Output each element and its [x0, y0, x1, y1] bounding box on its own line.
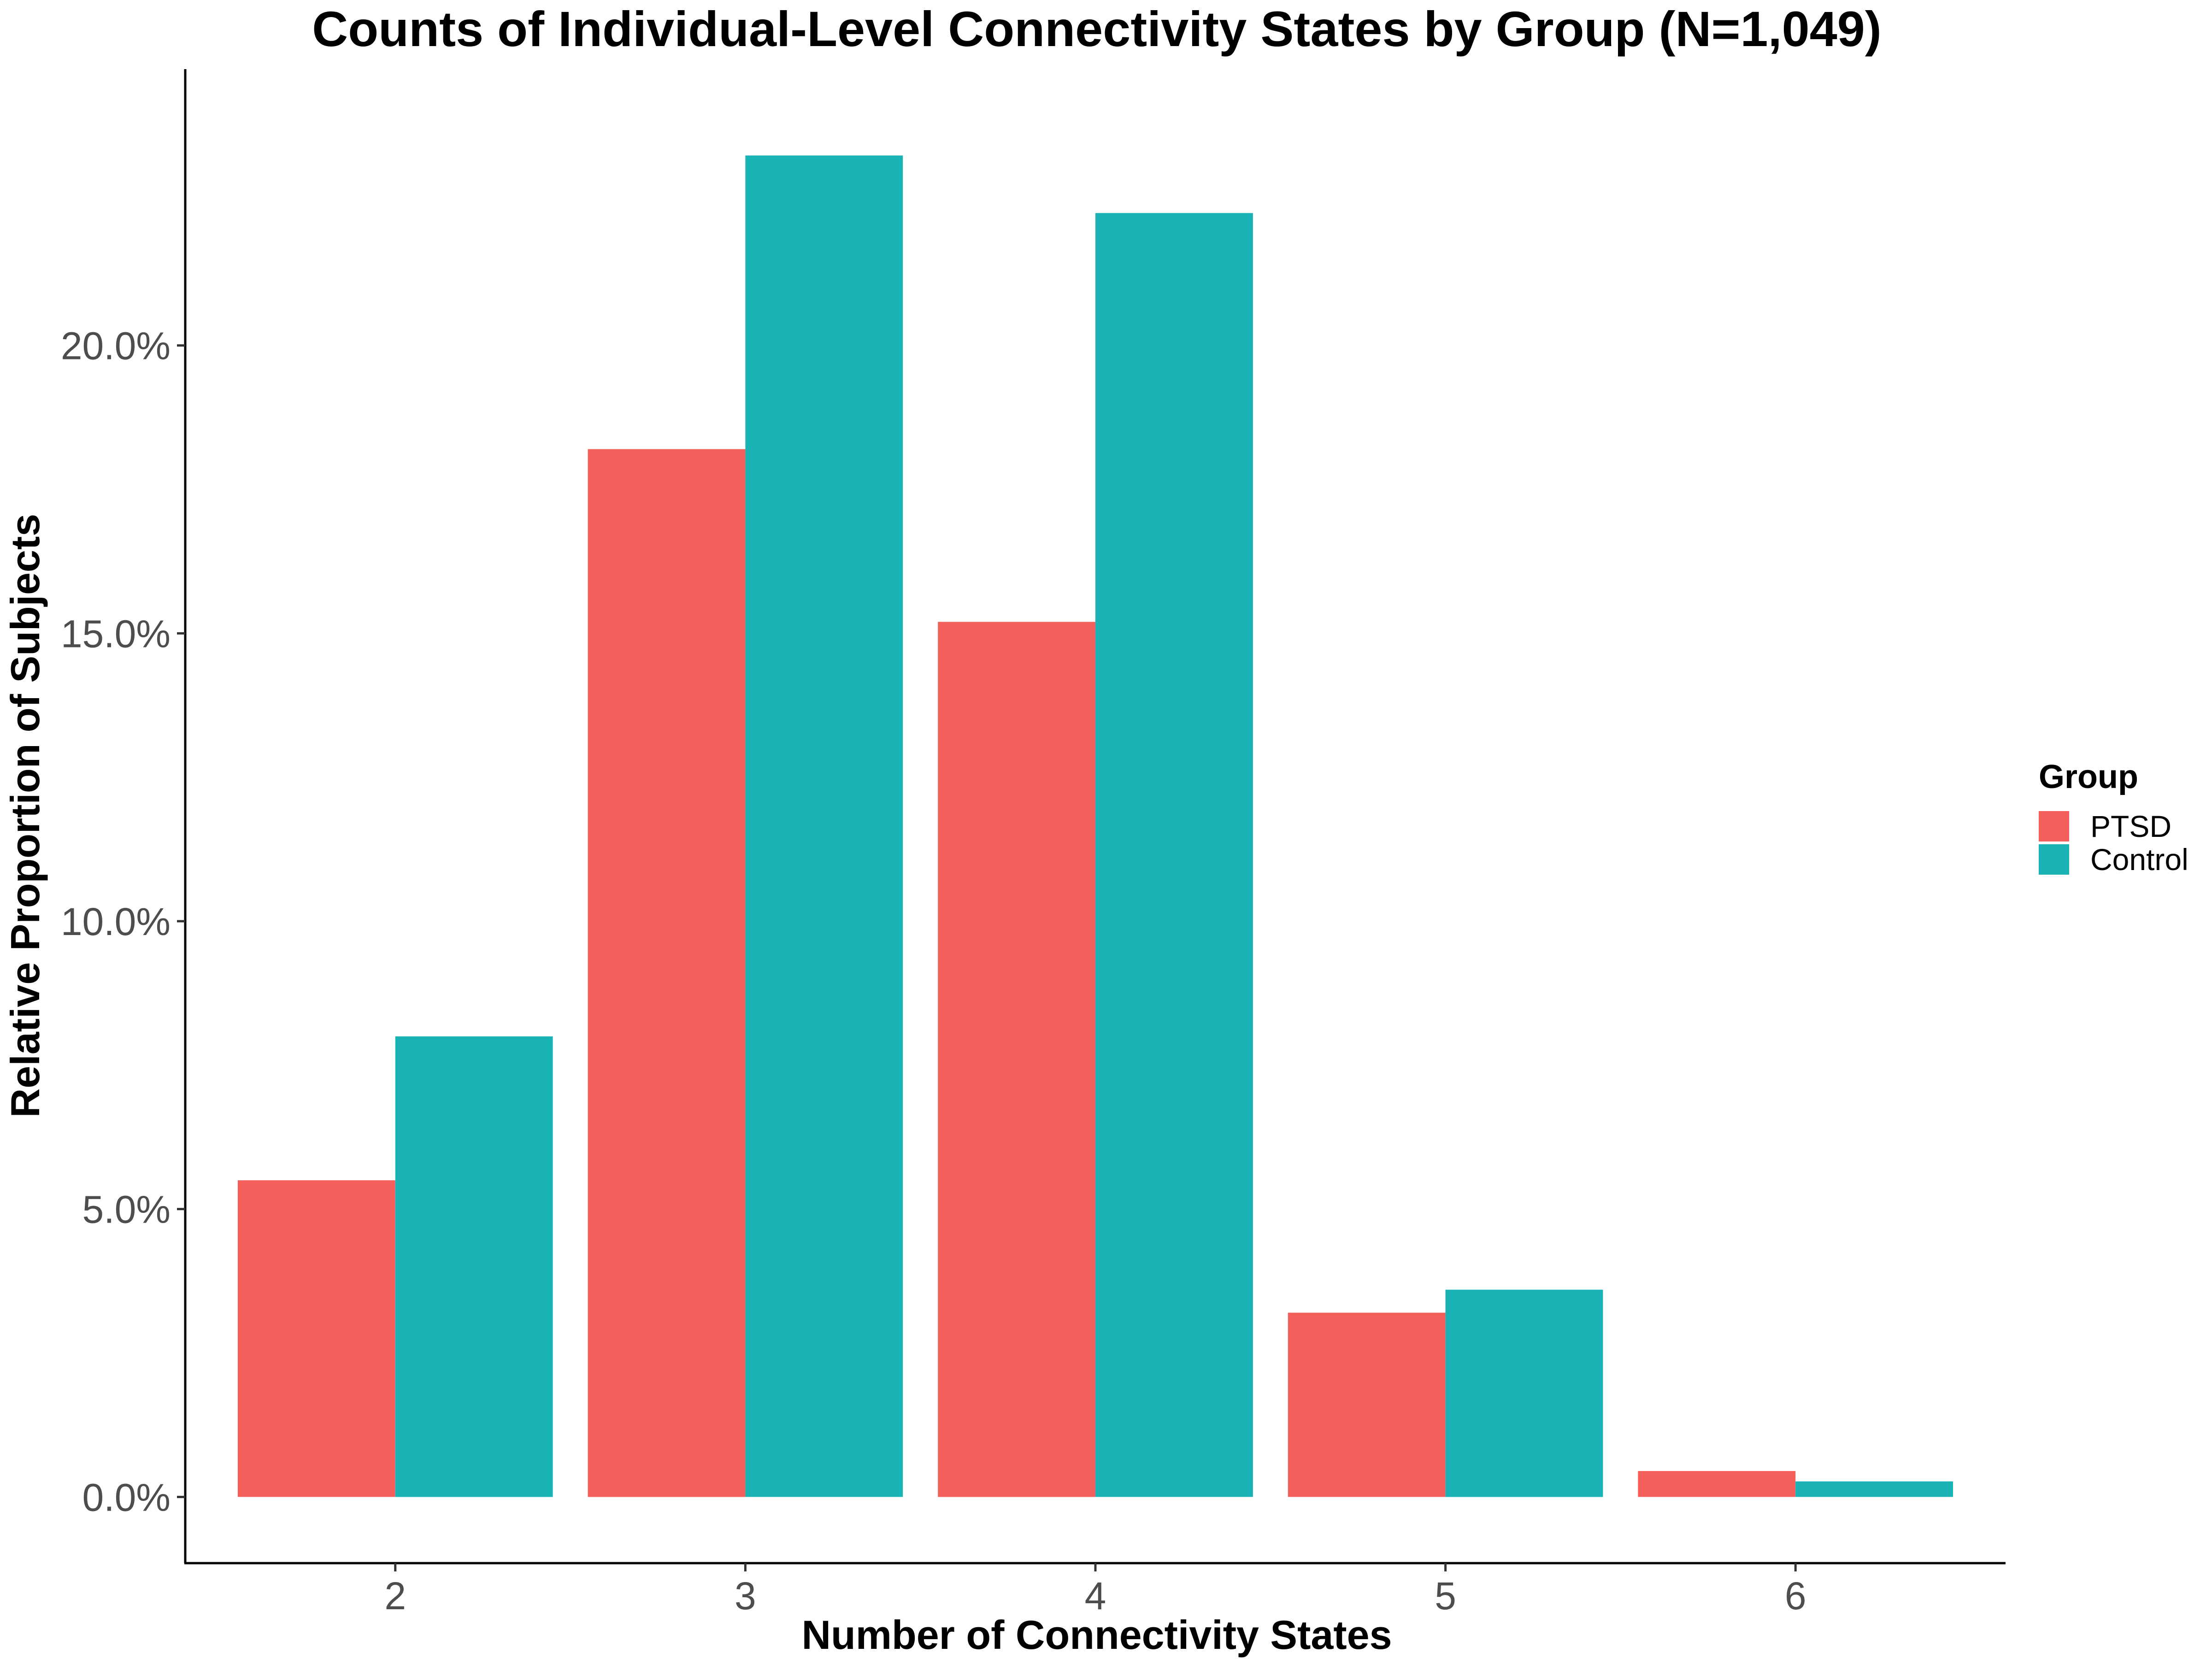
- bar-control-6: [1795, 1481, 1953, 1497]
- legend-label-ptsd: PTSD: [2090, 809, 2171, 843]
- x-tick-label: 6: [1785, 1574, 1806, 1618]
- y-tick-label: 15.0%: [61, 612, 171, 655]
- bar-control-5: [1445, 1289, 1603, 1497]
- plot-area: [237, 155, 1953, 1497]
- y-tick-label: 5.0%: [82, 1188, 171, 1231]
- bar-control-2: [395, 1036, 553, 1497]
- bar-control-4: [1095, 213, 1253, 1497]
- legend-key-ptsd: [2039, 811, 2069, 841]
- bar-ptsd-4: [938, 622, 1095, 1497]
- y-tick-label: 0.0%: [82, 1476, 171, 1519]
- chart-title: Counts of Individual-Level Connectivity …: [312, 1, 1882, 57]
- bar-ptsd-3: [588, 449, 746, 1497]
- bar-ptsd-2: [237, 1180, 395, 1497]
- legend-title: Group: [2039, 759, 2138, 795]
- legend-key-control: [2039, 844, 2069, 875]
- y-axis-title: Relative Proportion of Subjects: [2, 514, 48, 1118]
- x-axis-title: Number of Connectivity States: [801, 1612, 1392, 1658]
- y-tick-label: 20.0%: [61, 324, 171, 368]
- bar-control-3: [745, 155, 903, 1497]
- x-tick-label: 2: [384, 1574, 406, 1618]
- y-axis-ticks: 0.0% 5.0% 10.0% 15.0% 20.0%: [61, 324, 185, 1519]
- x-axis-ticks: 2 3 4 5 6: [384, 1563, 1806, 1618]
- x-tick-label: 5: [1435, 1574, 1456, 1618]
- legend-label-control: Control: [2090, 842, 2188, 877]
- bar-ptsd-6: [1638, 1471, 1796, 1497]
- y-tick-label: 10.0%: [61, 900, 171, 943]
- bar-ptsd-5: [1288, 1312, 1446, 1497]
- x-tick-label: 4: [1085, 1574, 1106, 1618]
- x-tick-label: 3: [735, 1574, 756, 1618]
